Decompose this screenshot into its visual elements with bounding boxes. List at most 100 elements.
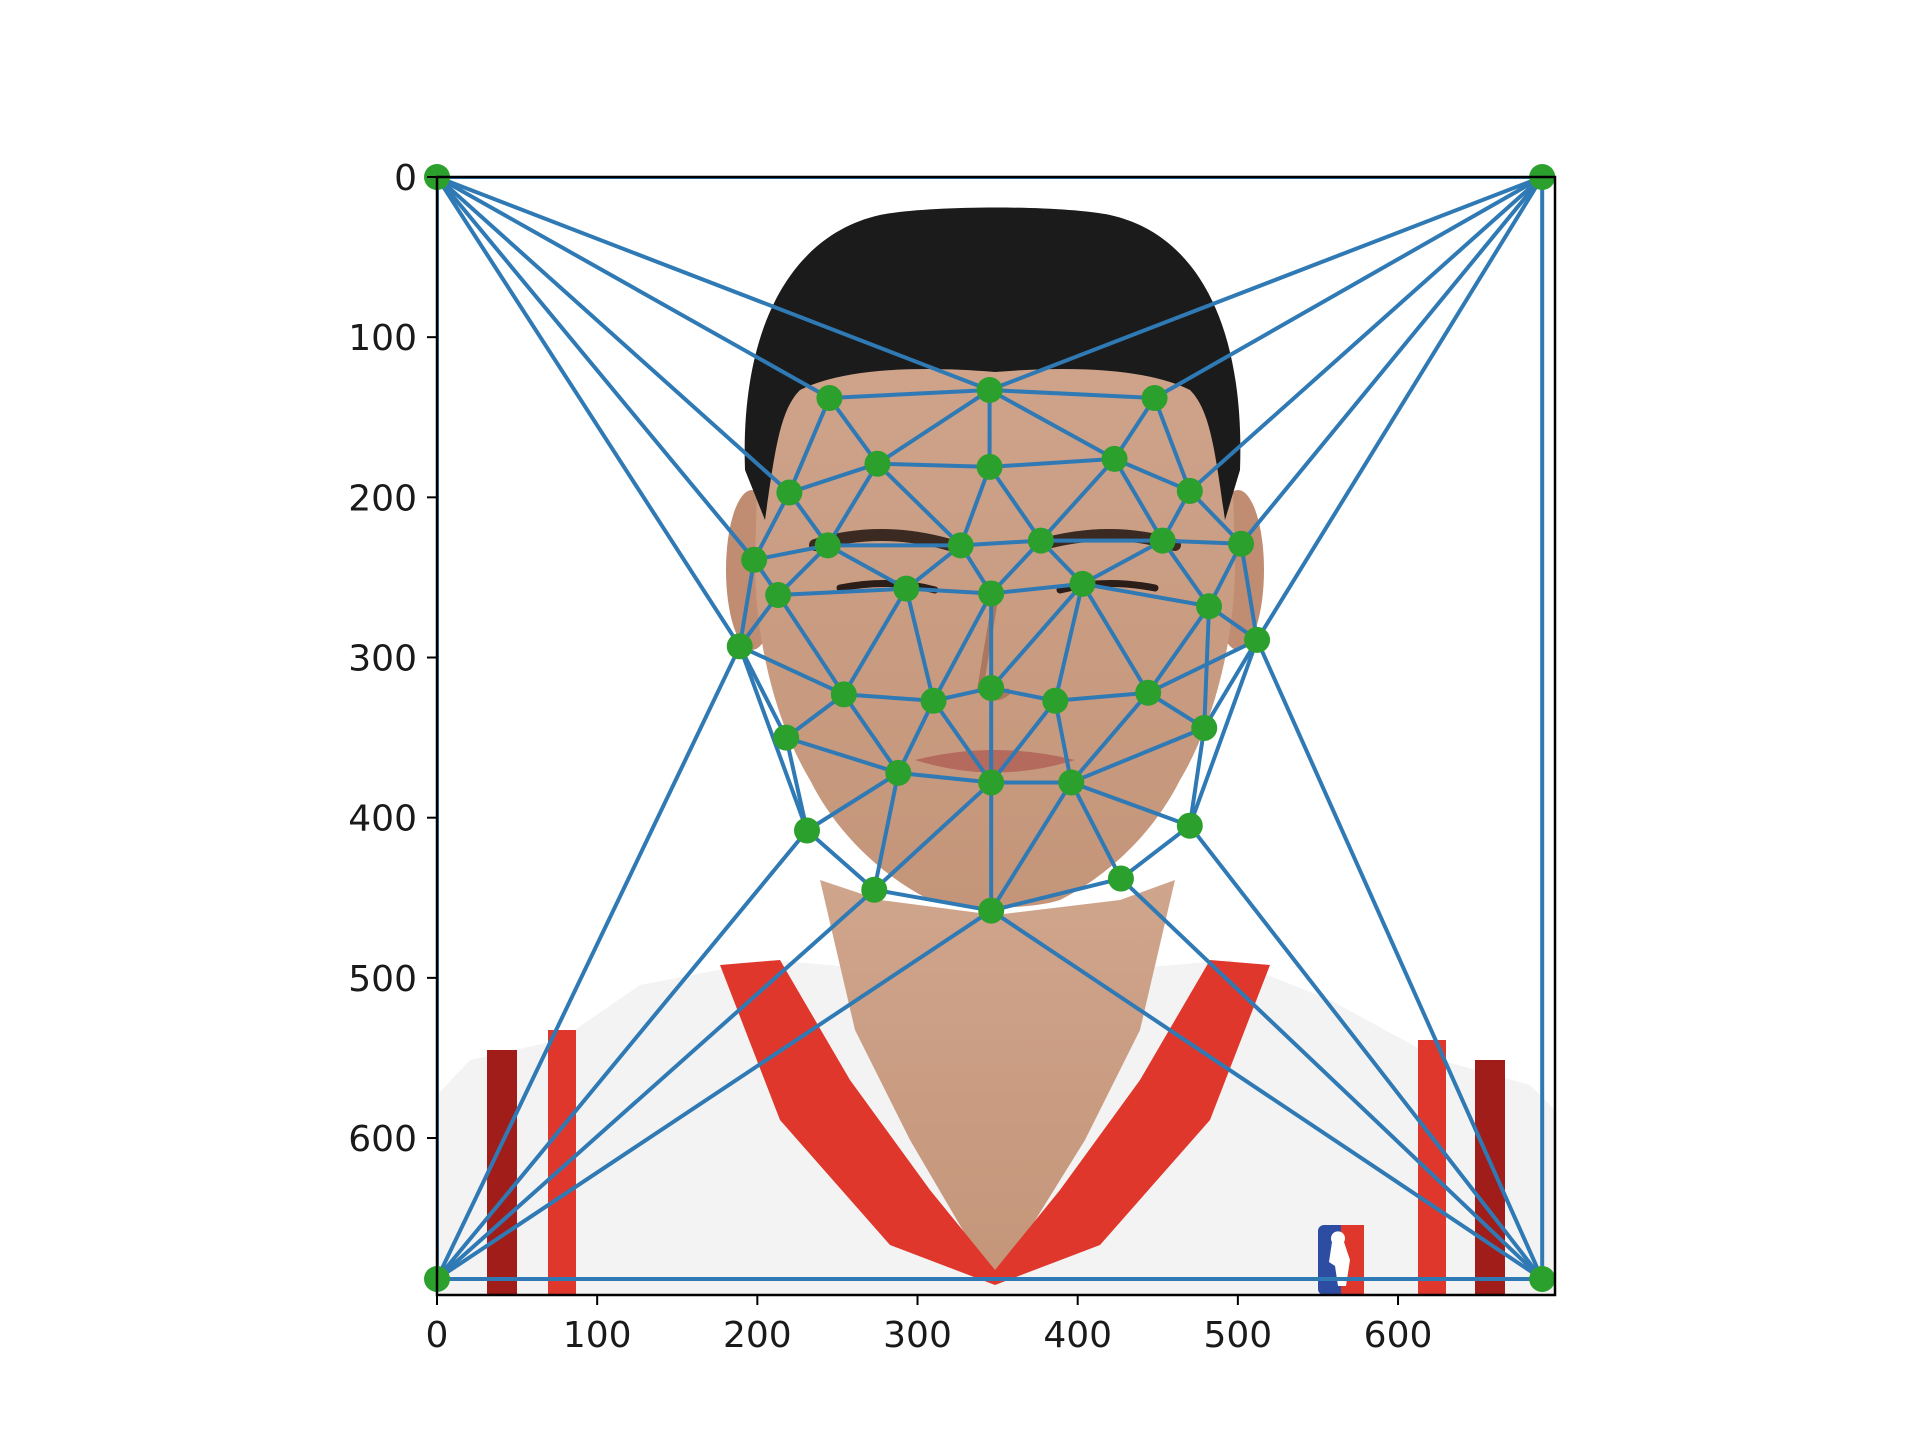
jersey-stripe-right-outer: [1475, 1060, 1505, 1295]
triangulation-edge: [987, 464, 1043, 543]
landmark-point: [947, 532, 974, 559]
landmark-point: [1228, 530, 1255, 557]
triangulation-edge: [987, 388, 1117, 461]
landmark-point: [1135, 679, 1162, 706]
landmark-point: [793, 817, 820, 844]
landmark-point: [741, 546, 768, 573]
triangulation-edge: [1112, 456, 1192, 493]
triangulation-edge: [1146, 604, 1212, 695]
landmark-point: [1176, 812, 1203, 839]
landmark-point: [976, 377, 1003, 404]
triangulation-edge: [1118, 876, 1545, 1281]
landmark-point: [773, 724, 800, 751]
y-tick-label: 200: [348, 478, 417, 519]
triangulation-edge: [904, 586, 936, 703]
triangulation-edge: [1069, 725, 1207, 785]
y-tick-label: 500: [348, 959, 417, 1000]
jersey-collar: [720, 960, 1270, 1285]
triangulation-edge: [841, 692, 936, 703]
triangulation-edge: [825, 461, 880, 548]
y-tick-label: 100: [348, 318, 417, 359]
triangulation-edge: [804, 770, 901, 833]
triangulation-edge: [437, 177, 792, 495]
triangulation-edge: [872, 770, 901, 892]
y-tick-label: 600: [348, 1119, 417, 1160]
y-tick-label: 400: [348, 799, 417, 840]
landmark-point: [1101, 445, 1128, 472]
x-tick-label: 300: [883, 1315, 952, 1356]
triangulation-edge: [1187, 725, 1207, 828]
triangulation-edge: [737, 644, 789, 740]
triangulation-edge: [989, 908, 1545, 1281]
plot-frame: [435, 175, 1557, 1297]
landmark-point: [978, 674, 1005, 701]
triangulation-edge: [1080, 581, 1151, 695]
triangulation-edge: [1118, 823, 1192, 881]
landmark-point: [1196, 593, 1223, 620]
landmark-point: [1141, 385, 1168, 412]
landmark-point: [920, 687, 947, 714]
triangulation-edge: [872, 780, 994, 892]
triangulation-edge: [1080, 581, 1212, 609]
triangulation-edge: [1160, 538, 1244, 546]
landmark-point: [830, 681, 857, 708]
triangulation-edge: [437, 177, 757, 562]
triangulation-edge: [958, 464, 992, 548]
landmark-point: [1191, 714, 1218, 741]
y-axis: 0 100 200 300 400 500 600: [348, 158, 437, 1160]
triangulation-edge: [437, 887, 877, 1281]
landmark-point: [1058, 769, 1085, 796]
landmark-point: [1042, 687, 1069, 714]
landmark-point: [978, 897, 1005, 924]
landmark-point: [885, 759, 912, 786]
eye-right: [1056, 580, 1159, 594]
triangulation-edge: [776, 586, 909, 598]
triangulation-edge: [875, 461, 992, 469]
triangulation-edge: [989, 698, 1058, 785]
landmark-point: [864, 450, 891, 477]
triangulation-edge: [437, 177, 832, 401]
triangulation-edge: [875, 388, 992, 466]
triangulation-edge: [1239, 541, 1260, 642]
triangulation-edge: [437, 828, 809, 1281]
triangulation-edge: [987, 388, 1157, 401]
landmark-point: [978, 769, 1005, 796]
x-tick-label: 400: [1043, 1315, 1112, 1356]
landmark-point: [893, 575, 920, 602]
triangulation-edge: [784, 735, 901, 775]
triangulation-edge: [1187, 823, 1545, 1281]
triangulation-edge: [1080, 538, 1165, 586]
triangulation-edge: [787, 396, 832, 495]
landmark-point: [861, 876, 888, 903]
triangulation-edge: [776, 593, 846, 697]
triangulation-edge: [1255, 637, 1545, 1281]
landmark-point: [1244, 626, 1271, 653]
x-tick-label: 100: [563, 1315, 632, 1356]
x-axis: 0 100 200 300 400 500 600: [426, 1295, 1432, 1356]
landmark-point: [1149, 527, 1176, 554]
triangulation-edge: [989, 780, 1074, 913]
triangulation-edge: [987, 177, 1545, 393]
triangulation-edge: [931, 591, 994, 703]
triangulation-edge: [896, 698, 936, 775]
triangulation-edge: [904, 586, 994, 596]
triangulation-edge: [1160, 538, 1212, 609]
triangulation-edge: [872, 887, 994, 913]
triangulation-edge: [825, 543, 909, 591]
triangulation-edge: [1069, 690, 1151, 785]
triangulation-edge: [1053, 698, 1074, 785]
x-tick-label: 200: [723, 1315, 792, 1356]
triangulation-edge: [931, 698, 994, 785]
landmark-point: [1529, 1265, 1556, 1292]
triangulation-edge: [1053, 690, 1151, 703]
triangulation-edge: [437, 177, 742, 649]
triangulation-edge: [1152, 396, 1192, 493]
triangulation-edge: [737, 557, 757, 649]
triangulation-edge: [737, 644, 846, 697]
triangulation-edge: [989, 581, 1085, 690]
landmark-point: [765, 582, 792, 609]
landmark-point: [978, 580, 1005, 607]
hair: [744, 207, 1241, 520]
triangulation-edge: [1053, 581, 1085, 703]
